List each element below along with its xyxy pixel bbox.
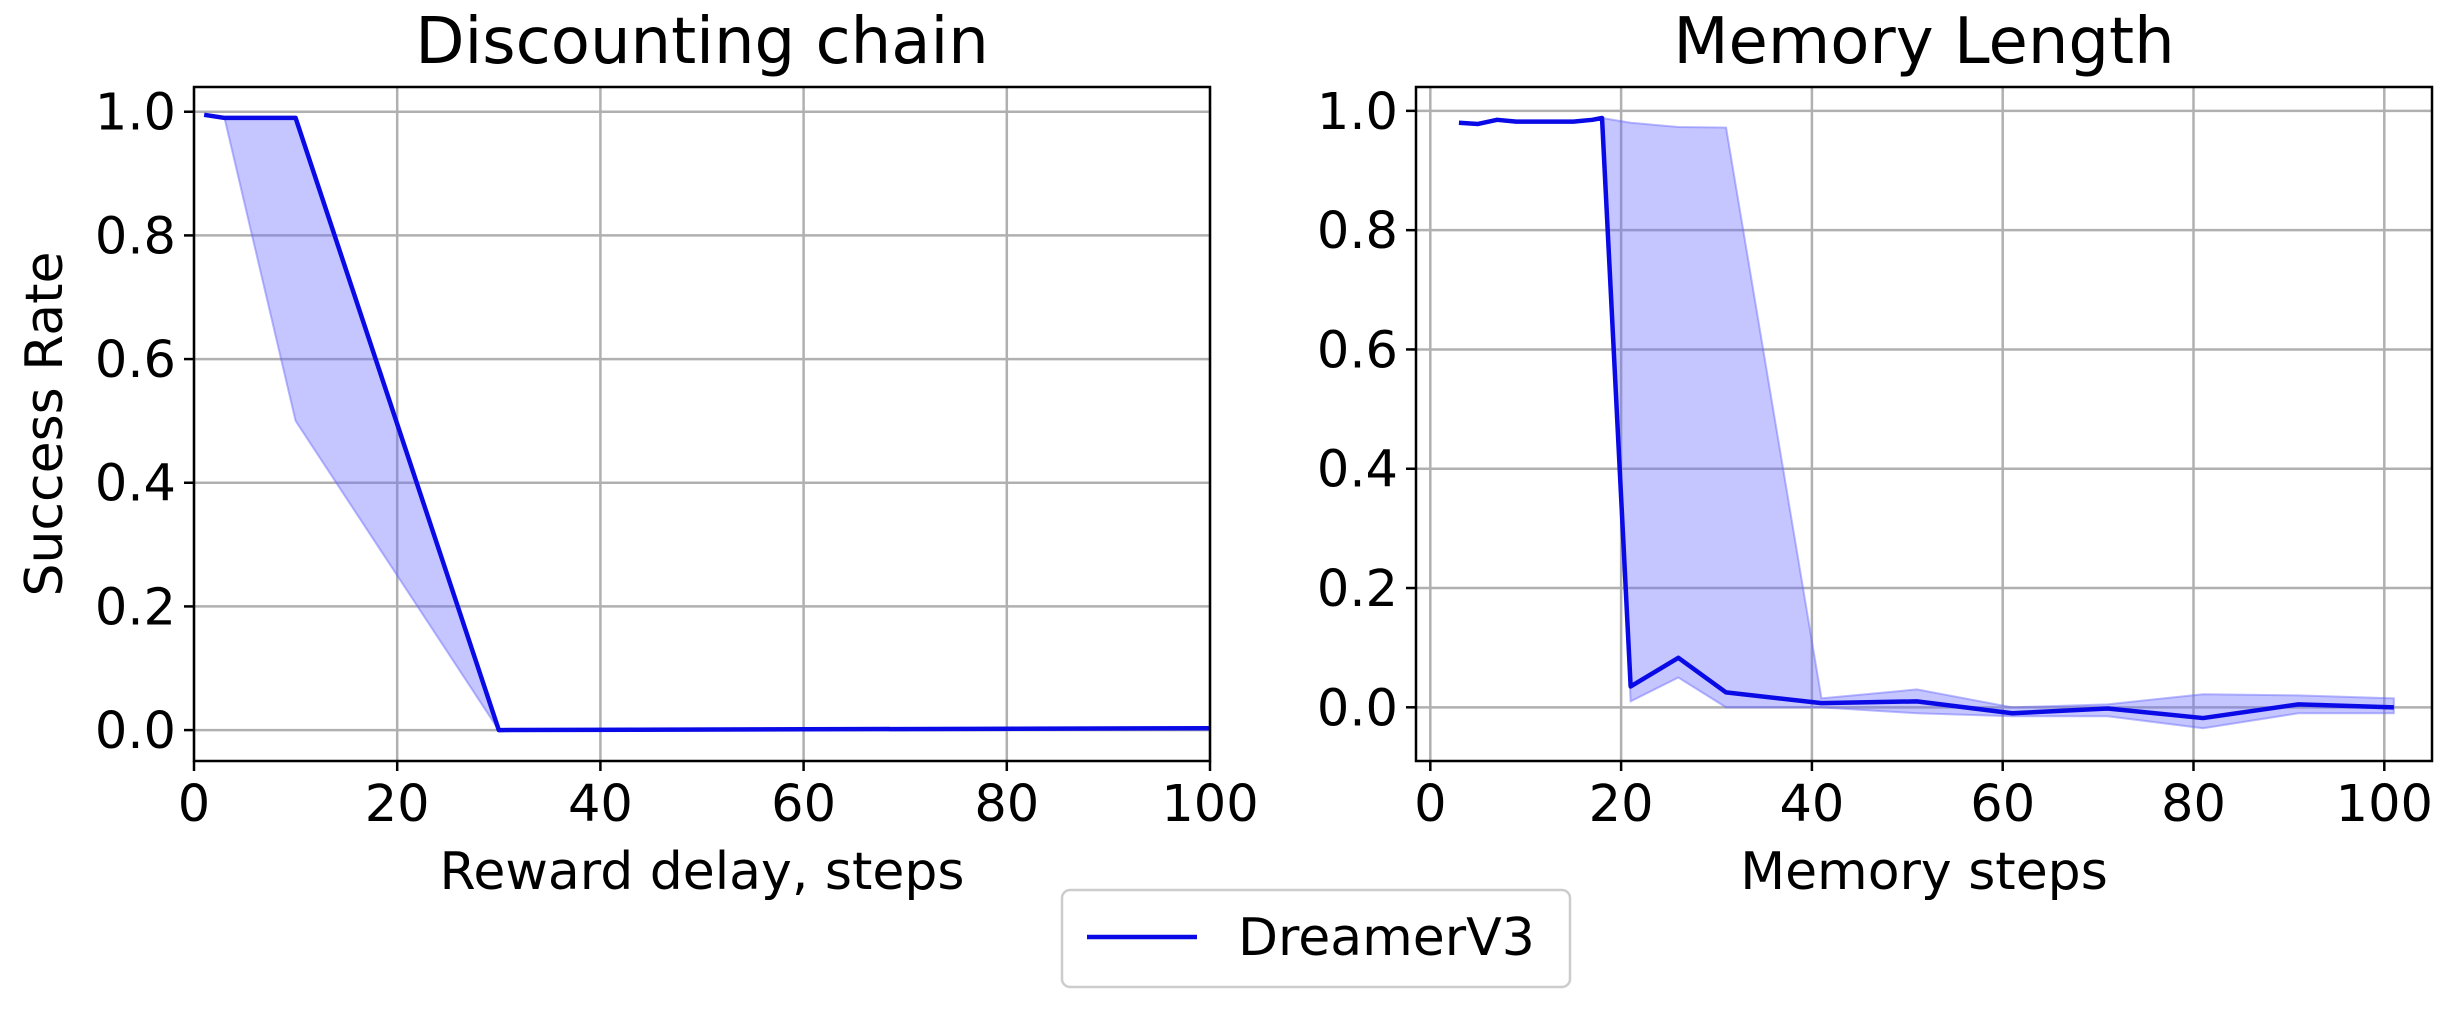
series-line xyxy=(203,112,1211,733)
x-tick-label: 20 xyxy=(365,775,430,834)
x-axis-label: Memory steps xyxy=(1740,842,2108,902)
series-line-layer xyxy=(1458,115,2394,721)
y-tick-label: 0.4 xyxy=(95,455,176,514)
legend-label: DreamerV3 xyxy=(1238,908,1535,968)
y-tick-label: 0.2 xyxy=(95,578,176,637)
panel-memory-length: 0 20 40 60 80 100 0.0 0.2 0.4 0.6 0.8 1.0 Memory Le… xyxy=(1317,5,2434,902)
x-tick-label: 100 xyxy=(2336,775,2433,834)
confidence-band xyxy=(1458,116,2395,730)
x-tick-label: 60 xyxy=(771,775,836,834)
x-axis-label: Reward delay, steps xyxy=(440,842,965,902)
legend-box xyxy=(1060,888,1572,989)
y-tick-label: 0.8 xyxy=(1317,202,1398,261)
y-axis-label: Success Rate xyxy=(15,251,75,596)
x-tick-label: 40 xyxy=(568,775,633,834)
y-tick-label: 1.0 xyxy=(1317,83,1398,142)
confidence-band-layer xyxy=(204,113,1211,732)
x-tick-label: 60 xyxy=(1970,775,2035,834)
x-tick-label: 20 xyxy=(1589,775,1654,834)
plot-frame xyxy=(192,85,1212,763)
y-tick-label: 0.4 xyxy=(1317,441,1398,500)
plot-frame xyxy=(1414,85,2434,763)
x-tick-label: 40 xyxy=(1779,775,1844,834)
x-tick-label: 0 xyxy=(1414,775,1446,834)
confidence-band xyxy=(204,113,1211,732)
y-tick-label: 0.2 xyxy=(1317,560,1398,619)
panel-discounting-chain: 0 20 40 60 80 100 0.0 0.2 0.4 0.6 0.8 1.0 Discounti… xyxy=(15,5,1259,902)
grid-lines xyxy=(1416,87,2432,761)
x-tick-label: 100 xyxy=(1161,775,1258,834)
y-tick-label: 1.0 xyxy=(95,84,176,143)
y-tick-label: 0.8 xyxy=(95,207,176,266)
tick-layer: 0 20 40 60 80 100 0.0 0.2 0.4 0.6 0.8 1.0 xyxy=(1317,83,2433,834)
x-tick-label: 80 xyxy=(974,775,1039,834)
confidence-band-layer xyxy=(1458,116,2395,730)
y-tick-label: 0.6 xyxy=(95,331,176,390)
series-line-layer xyxy=(203,112,1211,733)
series-line xyxy=(1458,115,2394,721)
y-tick-label: 0.0 xyxy=(95,702,176,761)
chart-title: Discounting chain xyxy=(415,5,989,79)
x-tick-label: 0 xyxy=(178,775,210,834)
x-tick-label: 80 xyxy=(2161,775,2226,834)
legend: DreamerV3 xyxy=(1060,888,1572,989)
tick-layer: 0 20 40 60 80 100 0.0 0.2 0.4 0.6 0.8 1.0 xyxy=(95,84,1259,834)
y-tick-label: 0.6 xyxy=(1317,321,1398,380)
chart-title: Memory Length xyxy=(1673,5,2174,79)
y-tick-label: 0.0 xyxy=(1317,679,1398,738)
